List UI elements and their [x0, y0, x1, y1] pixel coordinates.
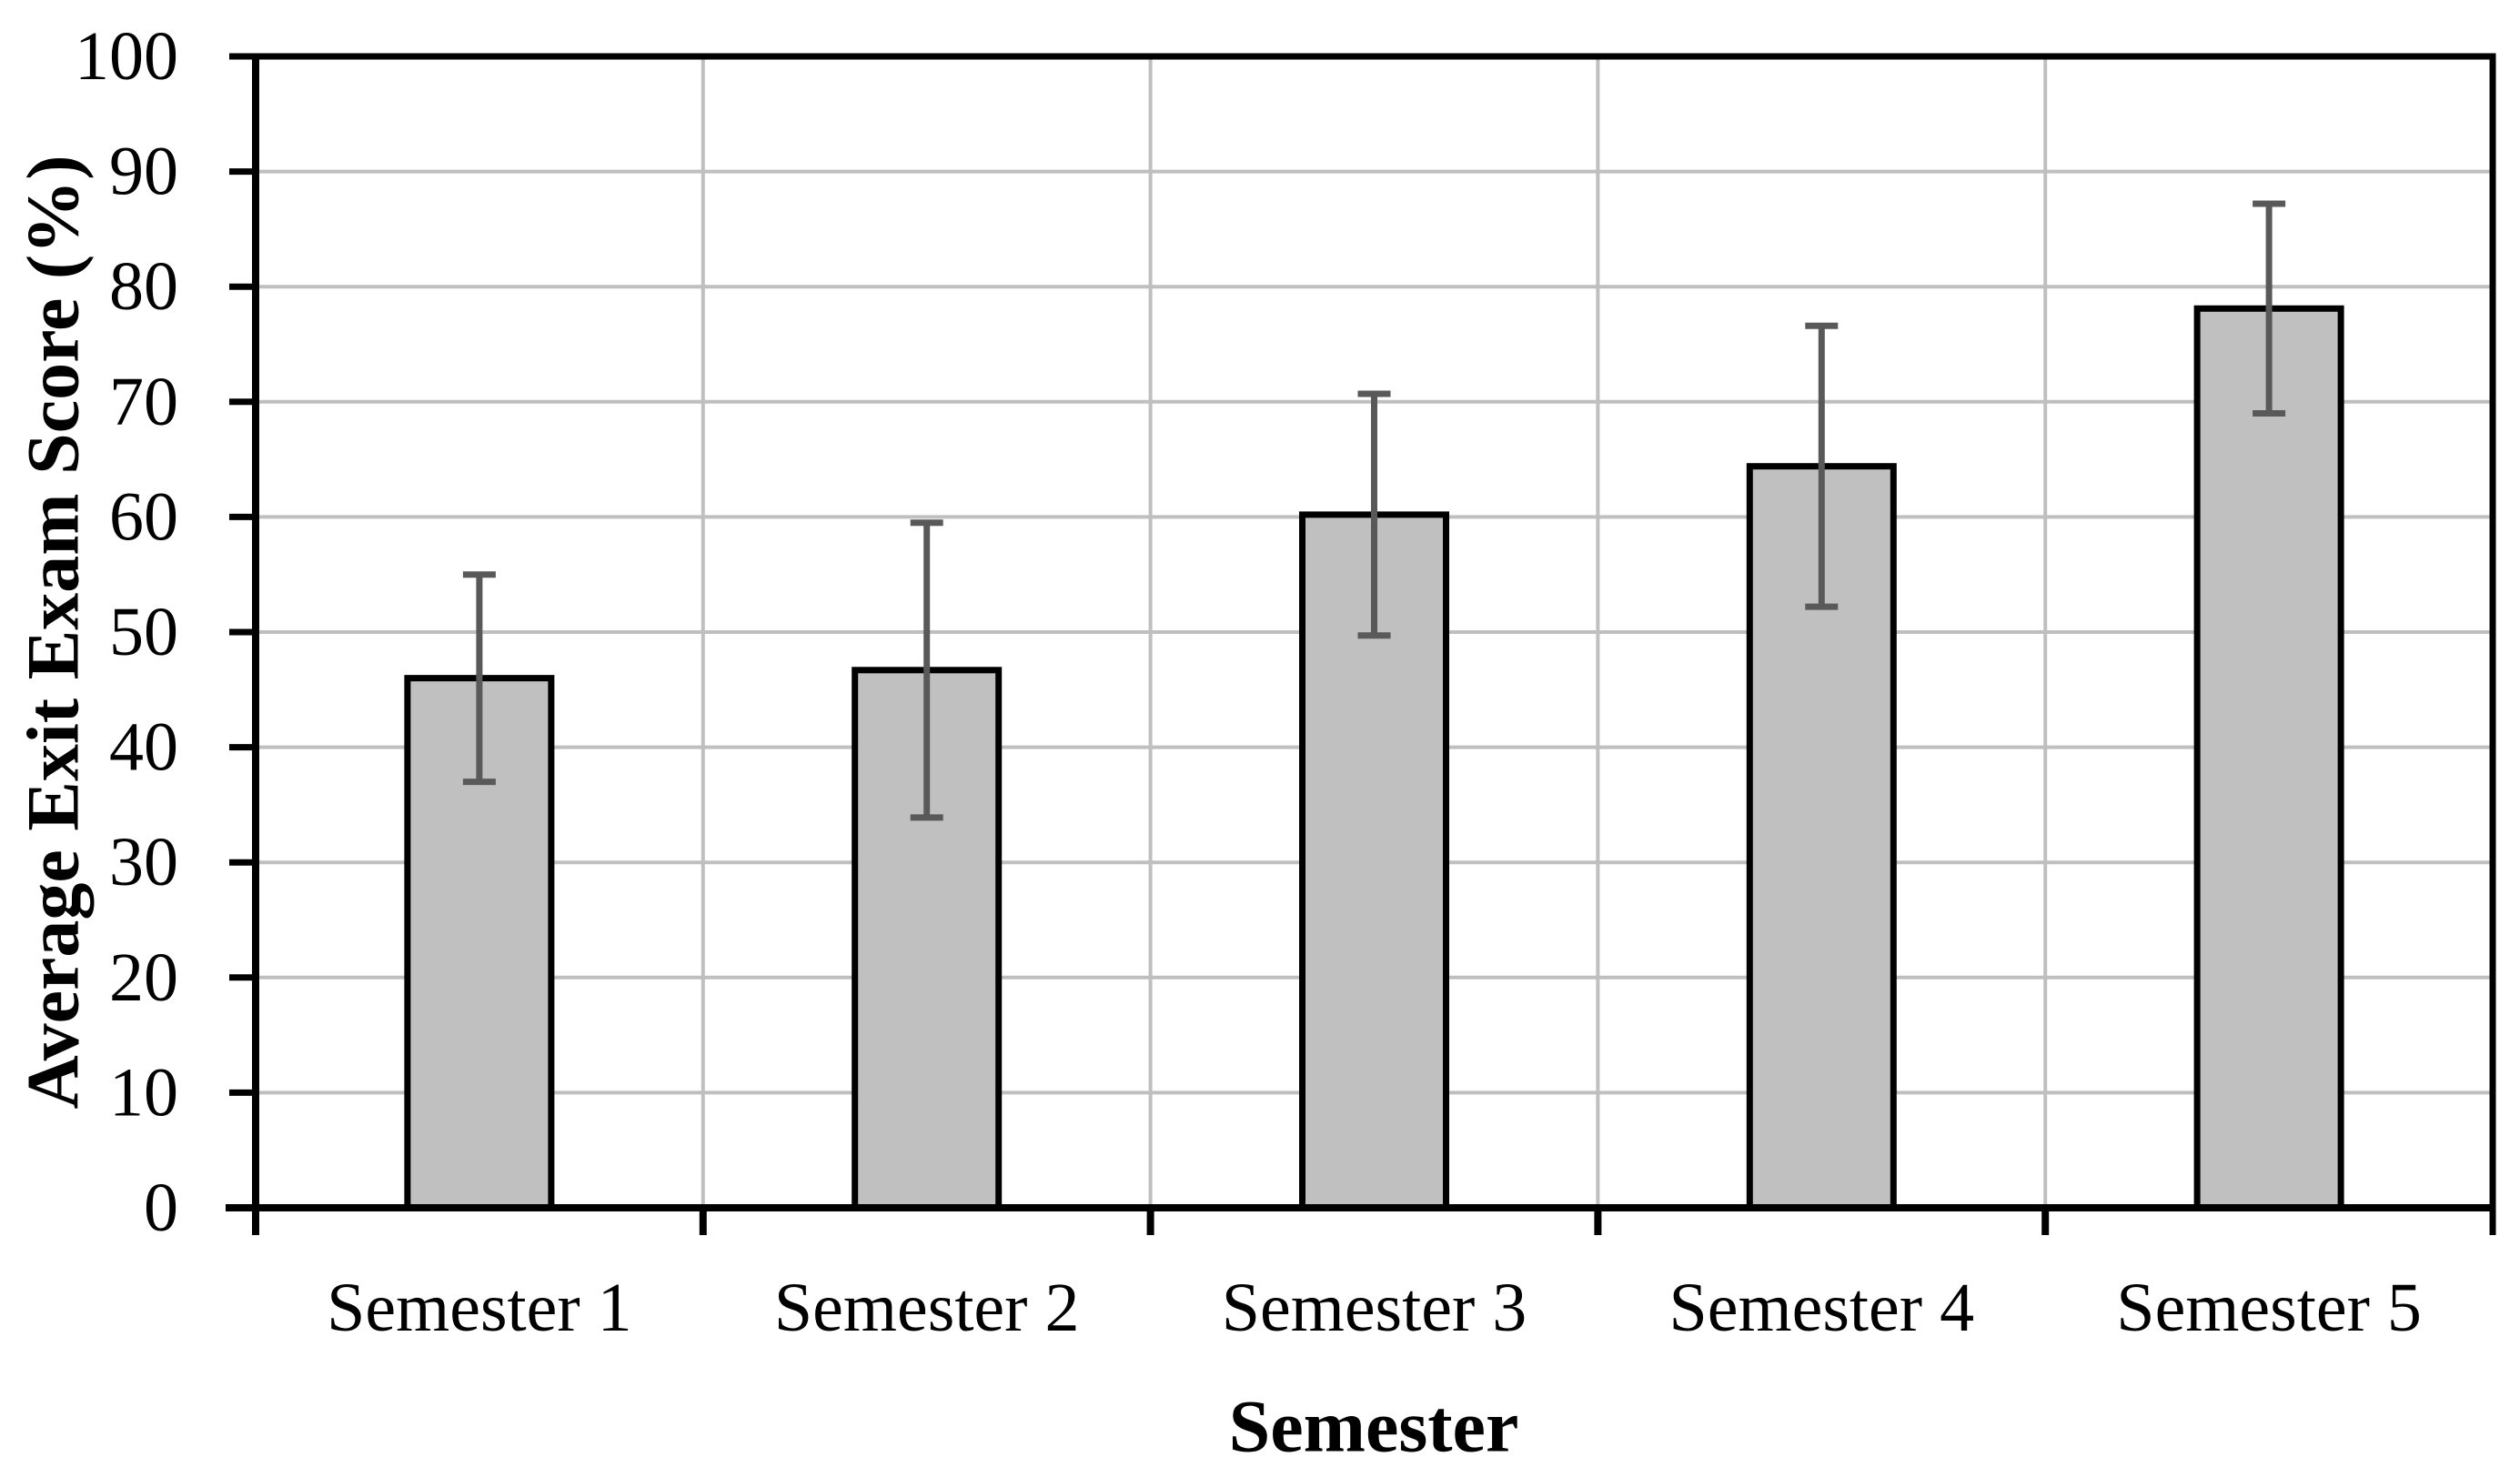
axes-group	[226, 53, 2496, 1235]
y-tick-label: 80	[109, 248, 178, 325]
x-tick-label: Semester 4	[1669, 1270, 1975, 1346]
y-tick-label: 20	[109, 939, 178, 1016]
y-axis-title: Average Exit Exam Score (%)	[12, 155, 95, 1109]
y-tick-label: 90	[109, 134, 178, 210]
x-tick-labels-group: Semester 1 Semester 2 Semester 3 Semester 4…	[327, 1270, 2422, 1346]
y-tick-label: 10	[109, 1054, 178, 1130]
bar-semester-5	[2193, 305, 2344, 1211]
y-tick-label: 70	[109, 364, 178, 440]
x-tick-label: Semester 2	[774, 1270, 1080, 1346]
y-tick-label: 60	[109, 478, 178, 555]
y-tick-label: 40	[109, 709, 178, 786]
x-tick-label: Semester 1	[327, 1270, 632, 1346]
y-tick-label: 100	[75, 18, 178, 95]
x-tick-label: Semester 3	[1222, 1270, 1527, 1346]
y-tick-label: 50	[109, 594, 178, 670]
bar-semester-1	[404, 675, 555, 1211]
x-axis-title: Semester	[1229, 1385, 1519, 1467]
error-bars-group	[462, 200, 2286, 821]
y-tick-labels-group: 0 10 20 30 40 50 60 70 80 90 100	[75, 18, 178, 1246]
y-tick-label: 30	[109, 824, 178, 900]
y-tick-label: 0	[144, 1170, 178, 1246]
x-tick-label: Semester 5	[2116, 1270, 2422, 1346]
